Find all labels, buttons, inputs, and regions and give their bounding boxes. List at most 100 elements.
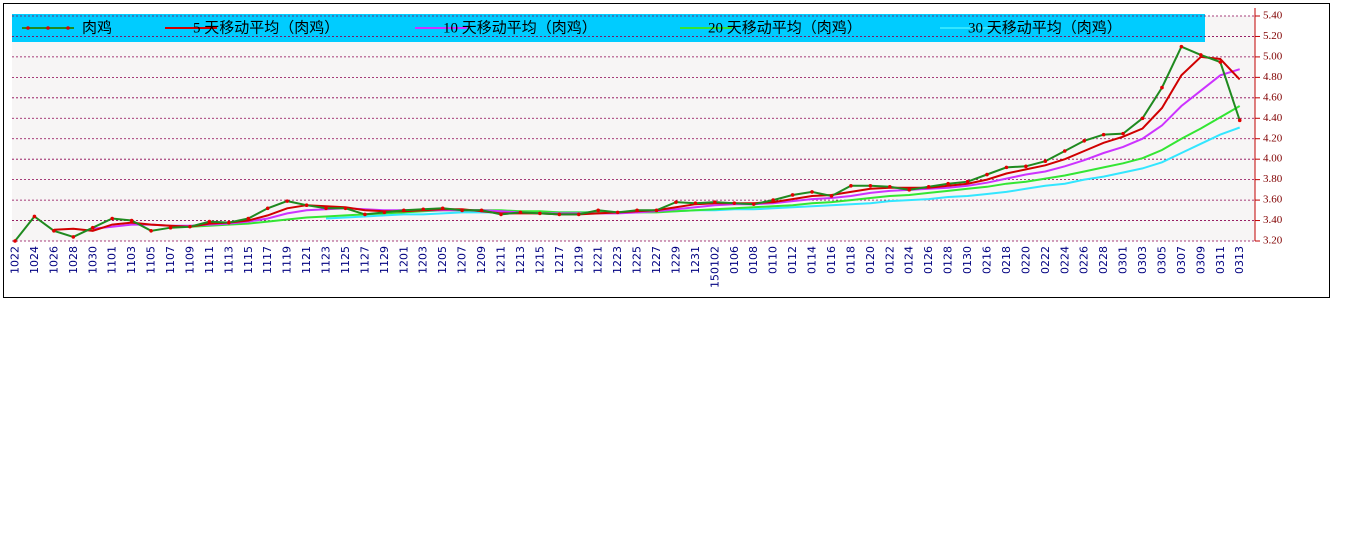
x-tick-label: 0118 [844, 246, 857, 274]
legend-items: 肉鸡 5 天移动平均（肉鸡） 10 天移动平均（肉鸡） 20 天移动平均（肉鸡） 30 … [22, 19, 1122, 36]
legend-marker [26, 26, 30, 30]
x-tick-label: 1107 [164, 246, 177, 274]
x-tick-label: 0226 [1078, 246, 1091, 274]
point-marker [71, 235, 76, 239]
x-tick-label: 1127 [358, 246, 371, 274]
x-tick-label: 1113 [222, 246, 235, 274]
point-marker [324, 206, 328, 211]
y-tick-label: 3.20 [1263, 235, 1283, 247]
x-tick-label: 0112 [786, 246, 799, 274]
legend-marker [66, 26, 70, 30]
y-tick-label: 5.00 [1263, 50, 1283, 62]
point-marker [907, 188, 912, 192]
x-tick-label: 0309 [1194, 246, 1207, 274]
x-tick-label: 1109 [183, 246, 196, 274]
x-tick-label: 1227 [650, 246, 663, 274]
x-tick-label: 0307 [1175, 246, 1188, 274]
y-tick-label: 5.40 [1263, 10, 1283, 22]
point-marker [518, 210, 523, 215]
point-marker [790, 193, 795, 197]
point-marker [732, 201, 737, 205]
point-marker [674, 200, 678, 204]
x-tick-label: 1111 [203, 246, 216, 274]
x-tick-label: 1205 [436, 246, 449, 274]
legend-label: 10 天移动平均（肉鸡） [443, 19, 597, 36]
point-marker [110, 216, 114, 221]
point-marker [285, 199, 289, 203]
x-tick-label: 1129 [378, 246, 391, 274]
point-marker [985, 172, 989, 177]
x-tick-label: 1217 [553, 246, 566, 274]
x-tick-label: 0216 [981, 246, 994, 274]
point-marker [402, 208, 406, 213]
series-line [14, 45, 1241, 242]
x-tick-label: 1121 [300, 246, 313, 274]
point-marker [207, 219, 212, 224]
x-tick-label: 150102 [708, 246, 721, 288]
x-tick-label: 1207 [456, 246, 469, 274]
point-marker [576, 212, 581, 217]
y-tick-label: 4.60 [1263, 91, 1283, 103]
x-tick-label: 0120 [864, 246, 877, 274]
point-marker [32, 214, 37, 219]
point-marker [868, 183, 873, 188]
x-tick-label: 0220 [1019, 246, 1032, 274]
point-marker [52, 228, 56, 233]
x-tick-label: 1125 [339, 246, 352, 274]
x-tick-label: 1105 [145, 246, 158, 274]
point-marker [13, 239, 17, 243]
point-marker [363, 212, 367, 217]
legend-marker [46, 26, 50, 30]
point-marker [829, 194, 834, 198]
point-marker [149, 228, 153, 233]
point-marker [1004, 165, 1009, 170]
y-tick-label: 5.20 [1263, 30, 1283, 42]
x-tick-label: 1203 [417, 246, 430, 274]
point-marker [129, 218, 134, 223]
point-marker [1024, 164, 1028, 169]
point-marker [382, 210, 387, 215]
x-tick-label: 1024 [28, 246, 41, 274]
plot-background [12, 16, 1255, 241]
x-tick-label: 0110 [767, 246, 780, 274]
point-marker [693, 201, 698, 205]
x-tick-label: 0130 [961, 246, 974, 274]
point-marker [713, 200, 717, 204]
point-marker [343, 206, 348, 211]
point-marker [615, 210, 620, 215]
x-tick-label: 1119 [281, 246, 294, 274]
x-tick-label: 1231 [689, 246, 702, 274]
x-tick-label: 0126 [922, 246, 935, 274]
x-tick-label: 1215 [533, 246, 546, 274]
x-tick-label: 0128 [942, 246, 955, 274]
x-tick-label: 0303 [1136, 246, 1149, 274]
x-tick-label: 1028 [67, 246, 80, 274]
point-marker [557, 212, 562, 217]
point-marker [965, 179, 970, 184]
point-marker [771, 198, 775, 202]
x-tick-label: 1219 [572, 246, 585, 274]
legend-label: 5 天移动平均（肉鸡） [193, 19, 339, 36]
x-tick-label: 1026 [47, 246, 60, 274]
x-tick-label: 1103 [125, 246, 138, 274]
point-marker [188, 224, 192, 229]
point-marker [440, 206, 445, 211]
point-marker [810, 190, 814, 194]
x-tick-label: 0228 [1097, 246, 1110, 274]
point-marker [265, 206, 270, 211]
x-tick-label: 1211 [495, 246, 508, 274]
y-tick-label: 4.40 [1263, 112, 1283, 124]
point-marker [1179, 44, 1184, 49]
point-marker [304, 203, 309, 208]
point-marker [538, 211, 542, 216]
x-tick-label: 1225 [631, 246, 644, 274]
x-tick-label: 1123 [320, 246, 333, 274]
y-tick-label: 4.00 [1263, 153, 1283, 165]
x-tick-label: 1221 [592, 246, 605, 274]
point-marker [1043, 159, 1048, 164]
x-tick-label: 1022 [9, 246, 22, 274]
point-marker [1218, 60, 1223, 64]
point-marker [499, 212, 503, 217]
